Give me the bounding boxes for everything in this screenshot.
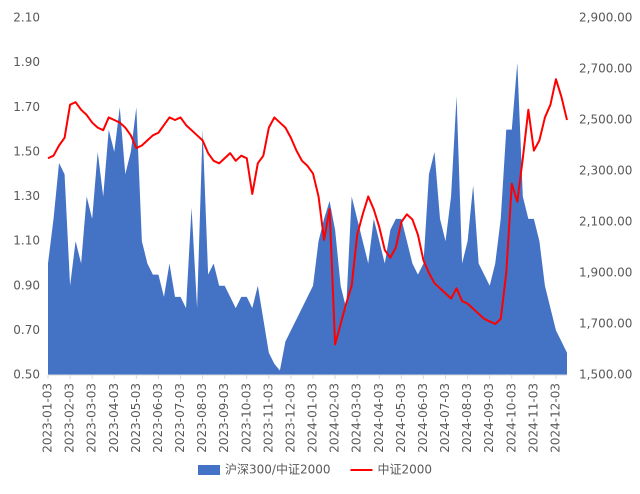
y-tick-label: 1.30 [13,189,40,203]
x-tick-label: 2024-01-03 [306,383,320,453]
x-tick-label: 2023-08-03 [195,383,209,453]
x-tick-label: 2024-06-03 [416,383,430,453]
legend-label: 中证2000 [378,462,433,477]
y2-tick-label: 2,300.00 [579,164,632,178]
x-tick-label: 2023-03-03 [85,383,99,453]
x-tick-label: 2023-11-03 [261,383,275,453]
y-tick-label: 0.50 [13,368,40,382]
x-tick-label: 2024-10-03 [504,383,518,453]
x-tick-label: 2023-06-03 [151,383,165,453]
y2-tick-label: 2,500.00 [579,113,632,127]
y-tick-label: 1.90 [13,55,40,69]
area [48,62,567,375]
y2-tick-label: 1,500.00 [579,368,632,382]
legend-swatch [198,465,220,475]
x-tick-label: 2023-10-03 [239,383,253,453]
y-tick-label: 1.10 [13,234,40,248]
y2-tick-label: 2,900.00 [579,11,632,25]
x-tick-label: 2024-04-03 [372,383,386,453]
x-tick-label: 2024-12-03 [548,383,562,453]
x-tick-label: 2024-09-03 [482,383,496,453]
x-tick-label: 2023-05-03 [129,383,143,453]
line [47,78,568,346]
y-tick-label: 1.70 [13,100,40,114]
x-tick-label: 2023-07-03 [173,383,187,453]
legend-label: 沪深300/中证2000 [225,462,331,477]
x-tick-label: 2024-03-03 [350,383,364,453]
x-tick-label: 2023-12-03 [283,383,297,453]
x-tick-label: 2024-11-03 [526,383,540,453]
y2-tick-label: 1,900.00 [579,266,632,280]
x-tick-label: 2024-08-03 [460,383,474,453]
x-tick-label: 2023-02-03 [63,383,77,453]
y2-tick-label: 1,700.00 [579,317,632,331]
y-tick-label: 1.50 [13,144,40,158]
x-tick-label: 2024-02-03 [328,383,342,453]
x-tick-label: 2024-05-03 [394,383,408,453]
y-tick-label: 0.90 [13,278,40,292]
x-tick-label: 2024-07-03 [438,383,452,453]
y-tick-label: 0.70 [13,323,40,337]
x-tick-label: 2023-04-03 [107,383,121,453]
y2-tick-label: 2,100.00 [579,215,632,229]
x-tick-label: 2023-09-03 [217,383,231,453]
y2-tick-label: 2,700.00 [579,62,632,76]
y-tick-label: 2.10 [13,11,40,25]
x-tick-label: 2023-01-03 [41,383,55,453]
